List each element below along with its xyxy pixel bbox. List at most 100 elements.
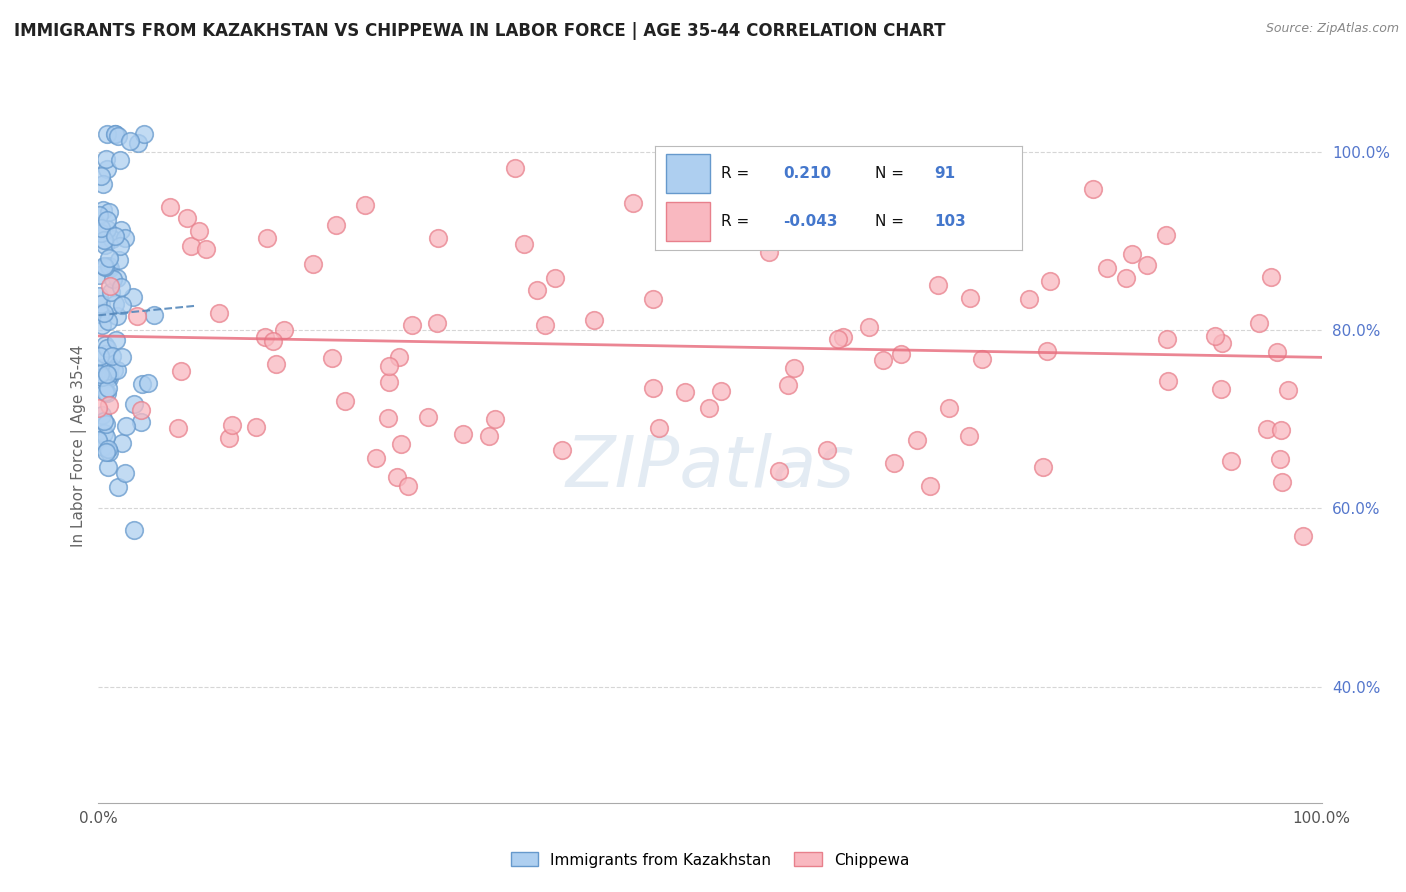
Point — [91, 361, 114, 376]
Point — [273, 323, 295, 337]
Point — [87, 434, 110, 448]
Point — [105, 363, 128, 377]
Point — [783, 361, 806, 376]
Point — [89, 208, 111, 222]
Legend: Immigrants from Kazakhstan, Chippewa: Immigrants from Kazakhstan, Chippewa — [505, 847, 915, 873]
Point — [98, 359, 121, 373]
Point — [938, 401, 960, 415]
Text: 0.210: 0.210 — [783, 166, 831, 181]
Point — [89, 268, 111, 283]
Point — [688, 163, 710, 178]
Point — [104, 297, 127, 311]
Bar — [666, 153, 710, 193]
Point — [107, 128, 129, 143]
Point — [484, 411, 506, 425]
Point — [96, 161, 118, 176]
Point — [883, 456, 905, 470]
Point — [1265, 344, 1288, 359]
Text: N =: N = — [875, 166, 904, 181]
Point — [643, 380, 665, 394]
Y-axis label: In Labor Force | Age 35-44: In Labor Force | Age 35-44 — [72, 345, 87, 547]
Point — [104, 127, 127, 141]
Point — [939, 199, 962, 213]
Point — [114, 230, 136, 244]
Point — [858, 320, 880, 334]
Point — [1095, 260, 1118, 275]
Point — [927, 278, 949, 293]
Point — [127, 136, 149, 150]
Point — [159, 200, 181, 214]
Point — [1154, 227, 1177, 242]
Point — [110, 153, 132, 167]
Point — [970, 351, 993, 366]
Point — [1157, 374, 1180, 388]
Point — [122, 523, 145, 537]
Point — [1081, 182, 1104, 196]
Point — [827, 333, 849, 347]
Point — [97, 459, 120, 474]
Point — [710, 384, 733, 398]
Point — [354, 198, 377, 212]
Point — [115, 418, 138, 433]
Point — [583, 312, 606, 326]
Point — [478, 429, 501, 443]
Point — [533, 318, 555, 333]
Point — [94, 346, 117, 360]
Point — [94, 337, 117, 351]
Point — [1209, 382, 1232, 396]
Point — [90, 221, 112, 235]
Point — [93, 306, 115, 320]
Point — [1156, 332, 1178, 346]
Text: 103: 103 — [934, 214, 966, 229]
Point — [389, 437, 412, 451]
Point — [1036, 344, 1059, 359]
Point — [96, 314, 118, 328]
Point — [127, 309, 149, 323]
Point — [96, 222, 118, 236]
Point — [94, 237, 117, 252]
Point — [111, 350, 134, 364]
Point — [122, 397, 145, 411]
Point — [96, 152, 118, 166]
Point — [378, 376, 401, 390]
Point — [104, 334, 127, 348]
Point — [97, 367, 120, 381]
Point — [97, 369, 120, 384]
Point — [96, 445, 118, 459]
Point — [110, 223, 132, 237]
Point — [416, 410, 439, 425]
Point — [89, 307, 111, 321]
Point — [195, 242, 218, 256]
Point — [98, 278, 121, 293]
Point — [401, 318, 423, 333]
Point — [96, 386, 118, 401]
Point — [104, 228, 127, 243]
Point — [97, 371, 120, 385]
Point — [778, 378, 800, 392]
Point — [98, 251, 121, 265]
Point — [262, 334, 284, 348]
Point — [111, 298, 134, 312]
Point — [697, 401, 720, 415]
Point — [120, 134, 142, 148]
Point — [1018, 292, 1040, 306]
Point — [91, 177, 114, 191]
Point — [551, 443, 574, 458]
Point — [131, 376, 153, 391]
Point — [89, 350, 111, 364]
Point — [641, 292, 664, 306]
Point — [90, 408, 112, 422]
Point — [427, 230, 450, 244]
Point — [98, 260, 121, 274]
Point — [96, 341, 118, 355]
Point — [96, 417, 118, 431]
Point — [105, 309, 128, 323]
Point — [890, 346, 912, 360]
Point — [648, 421, 671, 435]
Point — [254, 330, 277, 344]
Point — [91, 203, 114, 218]
Point — [98, 204, 121, 219]
Text: 91: 91 — [934, 166, 955, 181]
Point — [107, 479, 129, 493]
Point — [302, 257, 325, 271]
